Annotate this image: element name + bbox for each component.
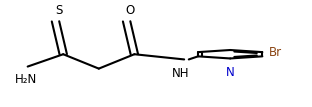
Text: NH: NH <box>172 67 190 80</box>
Text: N: N <box>226 66 235 79</box>
Text: S: S <box>55 4 62 17</box>
Text: Br: Br <box>269 46 282 59</box>
Text: O: O <box>125 4 134 17</box>
Text: H₂N: H₂N <box>15 73 37 86</box>
